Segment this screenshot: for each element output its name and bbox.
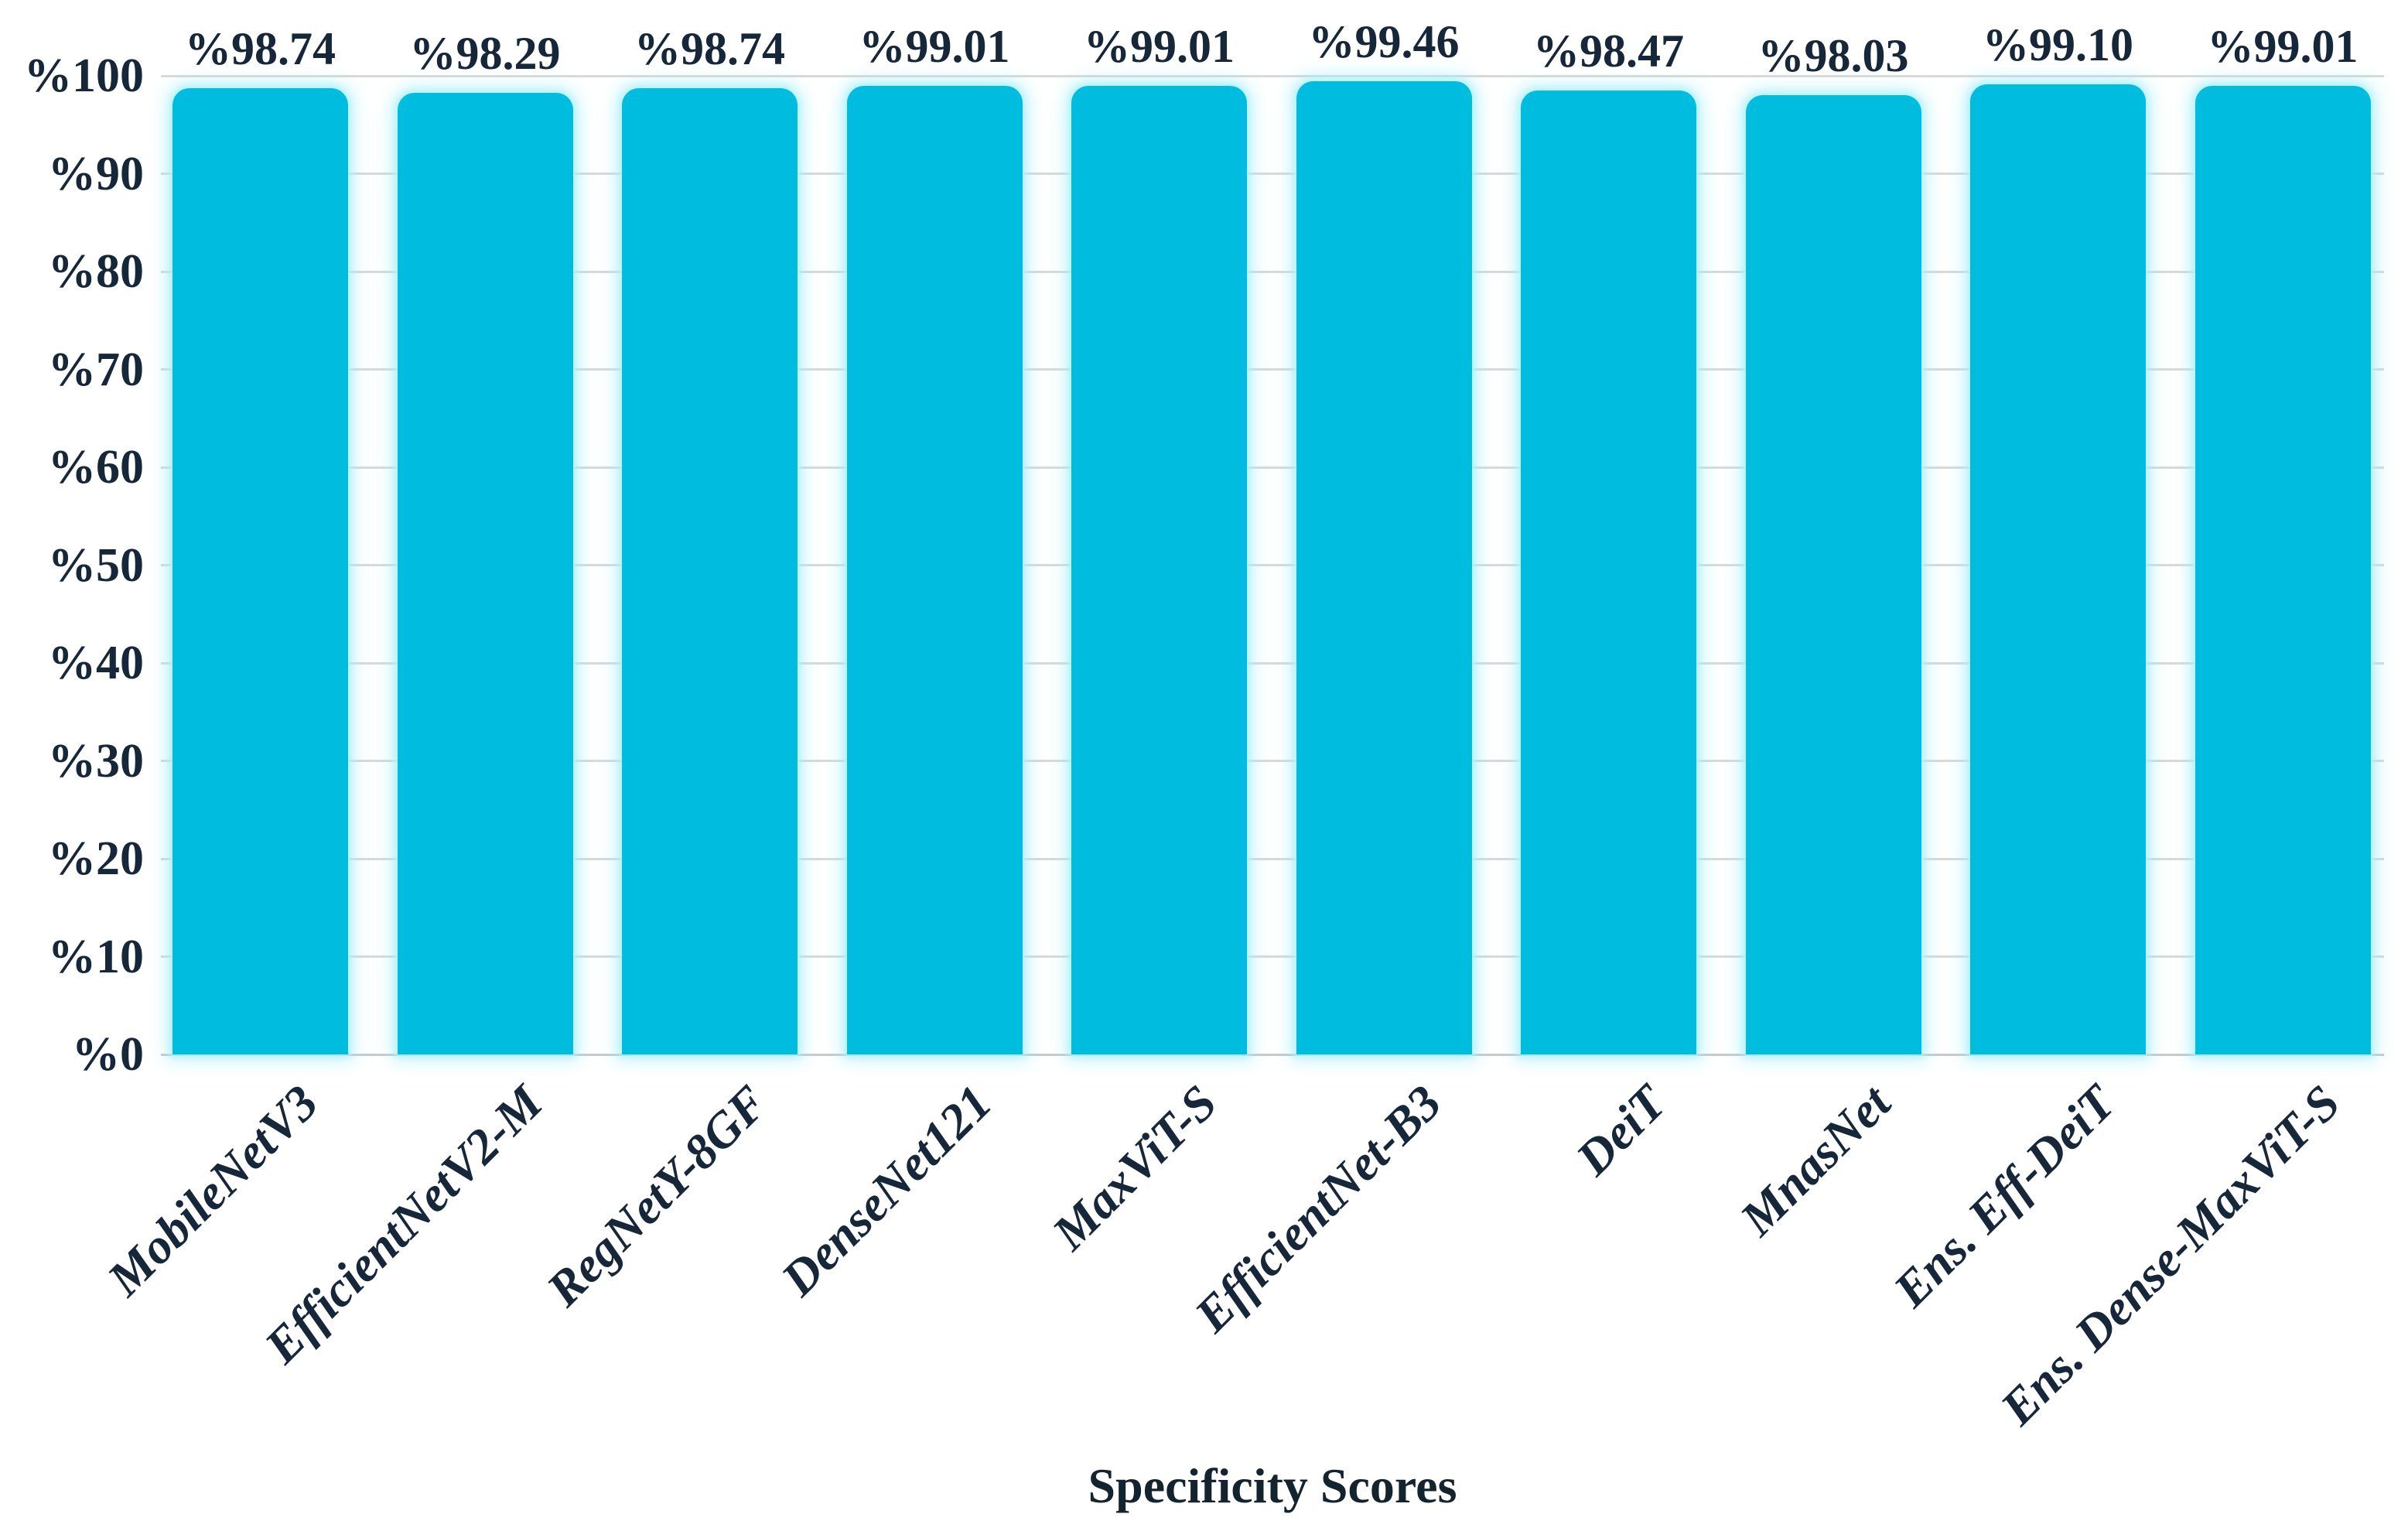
y-tick-label-0: %0 <box>72 1028 144 1081</box>
x-category-label: DeiT <box>1565 1075 1676 1186</box>
bar-ens-eff-deit <box>1970 84 2146 1054</box>
y-gridline-20 <box>161 857 2384 860</box>
y-gridline-100 <box>161 74 2384 77</box>
y-tick-label-70: %70 <box>48 343 144 396</box>
y-tick-label-90: %90 <box>48 147 144 200</box>
bar-value-label: %98.47 <box>1533 26 1684 77</box>
y-tick-label-10: %10 <box>48 930 144 983</box>
bar-efficientnetv2-m <box>397 92 573 1054</box>
bar-value-label: %98.74 <box>634 22 785 74</box>
bar-value-label: %99.01 <box>2207 20 2358 72</box>
bar-deit <box>1521 91 1696 1054</box>
y-gridline-0 <box>161 1053 2384 1056</box>
x-category-label: Ens. Eff-DeiT <box>1883 1075 2126 1317</box>
bar-value-label: %99.01 <box>1084 20 1235 72</box>
bar-value-label: %98.74 <box>185 22 336 74</box>
bar-regnety-8gf <box>622 87 798 1054</box>
bar-ens-dense-maxvit-s <box>2195 85 2371 1054</box>
x-category-label: RegNetY-8GF <box>535 1075 777 1317</box>
bar-mobilenetv3 <box>172 87 348 1054</box>
y-gridline-90 <box>161 173 2384 175</box>
y-gridline-70 <box>161 368 2384 371</box>
bar-value-label: %99.10 <box>1983 19 2133 71</box>
y-gridline-40 <box>161 661 2384 665</box>
y-tick-label-20: %20 <box>48 832 144 885</box>
y-tick-label-30: %30 <box>48 734 144 788</box>
bar-value-label: %98.29 <box>409 27 561 79</box>
y-gridline-80 <box>161 270 2384 273</box>
bar-mnasnet <box>1745 94 1921 1054</box>
x-category-label: DenseNet121 <box>770 1075 1002 1307</box>
y-tick-label-100: %100 <box>24 50 144 102</box>
x-category-label: MobileNetV3 <box>96 1075 328 1307</box>
bar-value-label: %99.46 <box>1308 15 1460 67</box>
x-category-label: MnasNet <box>1730 1075 1901 1246</box>
bar-value-label: %99.01 <box>859 20 1010 72</box>
y-tick-label-50: %50 <box>48 538 144 592</box>
y-tick-label-60: %60 <box>48 441 144 494</box>
y-gridline-10 <box>161 955 2384 958</box>
bar-densenet121 <box>846 85 1023 1054</box>
bar-maxvit-s <box>1071 85 1247 1054</box>
bar-value-label: %98.03 <box>1757 29 1909 81</box>
y-gridline-60 <box>161 466 2384 469</box>
y-gridline-50 <box>161 564 2384 566</box>
x-axis-title: Specificity Scores <box>1088 1458 1457 1513</box>
bar-efficientnet-b3 <box>1296 80 1472 1054</box>
y-gridline-30 <box>161 760 2384 762</box>
y-tick-label-80: %80 <box>48 245 144 298</box>
y-tick-label-40: %40 <box>48 637 144 689</box>
x-category-label: MaxViT-S <box>1041 1075 1227 1260</box>
